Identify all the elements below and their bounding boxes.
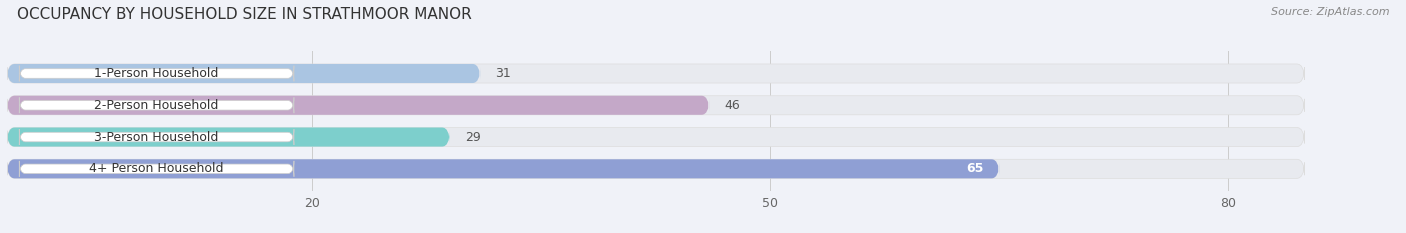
FancyBboxPatch shape xyxy=(20,65,294,82)
Text: Source: ZipAtlas.com: Source: ZipAtlas.com xyxy=(1271,7,1389,17)
FancyBboxPatch shape xyxy=(7,64,1305,83)
Text: 1-Person Household: 1-Person Household xyxy=(94,67,219,80)
Text: 31: 31 xyxy=(495,67,512,80)
FancyBboxPatch shape xyxy=(7,96,1305,115)
Text: 29: 29 xyxy=(465,130,481,144)
FancyBboxPatch shape xyxy=(7,159,1305,178)
Text: 4+ Person Household: 4+ Person Household xyxy=(90,162,224,175)
FancyBboxPatch shape xyxy=(7,96,709,115)
FancyBboxPatch shape xyxy=(7,159,1000,178)
Text: 46: 46 xyxy=(724,99,740,112)
Text: 65: 65 xyxy=(966,162,984,175)
FancyBboxPatch shape xyxy=(20,97,294,113)
FancyBboxPatch shape xyxy=(7,127,1305,147)
Text: 3-Person Household: 3-Person Household xyxy=(94,130,219,144)
Text: OCCUPANCY BY HOUSEHOLD SIZE IN STRATHMOOR MANOR: OCCUPANCY BY HOUSEHOLD SIZE IN STRATHMOO… xyxy=(17,7,471,22)
FancyBboxPatch shape xyxy=(7,64,481,83)
FancyBboxPatch shape xyxy=(7,127,450,147)
FancyBboxPatch shape xyxy=(20,161,294,177)
Text: 2-Person Household: 2-Person Household xyxy=(94,99,219,112)
FancyBboxPatch shape xyxy=(20,129,294,145)
